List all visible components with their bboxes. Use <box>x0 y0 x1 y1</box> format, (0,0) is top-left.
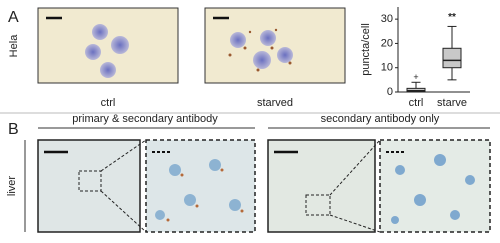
y-tick-label: 20 <box>381 37 393 49</box>
y-tick-label: 10 <box>381 62 393 74</box>
box-plot: puncta/cell 0 10 20 30 ctrl + starve ** <box>360 7 470 109</box>
micrograph <box>267 139 491 233</box>
group-label: primary & secondary antibody <box>72 113 218 125</box>
x-tick-label: starve <box>437 97 467 109</box>
y-axis-label: puncta/cell <box>360 23 372 76</box>
row-label: Hela <box>8 34 20 58</box>
panel-label: B <box>8 121 19 138</box>
y-tick-label: 0 <box>387 86 393 98</box>
row-label: liver <box>6 176 18 197</box>
micrograph <box>204 7 346 84</box>
group-label: secondary antibody only <box>321 113 440 125</box>
micrograph <box>37 7 179 84</box>
y-tick-label: 30 <box>381 13 393 25</box>
figure: A Hela ctrl starved puncta/cell 0 10 20 30 ct… <box>0 7 500 233</box>
box <box>442 47 462 69</box>
image-label: starved <box>257 97 293 109</box>
image-label: ctrl <box>101 97 116 109</box>
x-tick-label: ctrl <box>409 97 424 109</box>
outlier: + <box>413 72 418 82</box>
annotation: ** <box>448 12 456 23</box>
panel-label: A <box>8 9 19 26</box>
micrograph <box>37 139 256 233</box>
